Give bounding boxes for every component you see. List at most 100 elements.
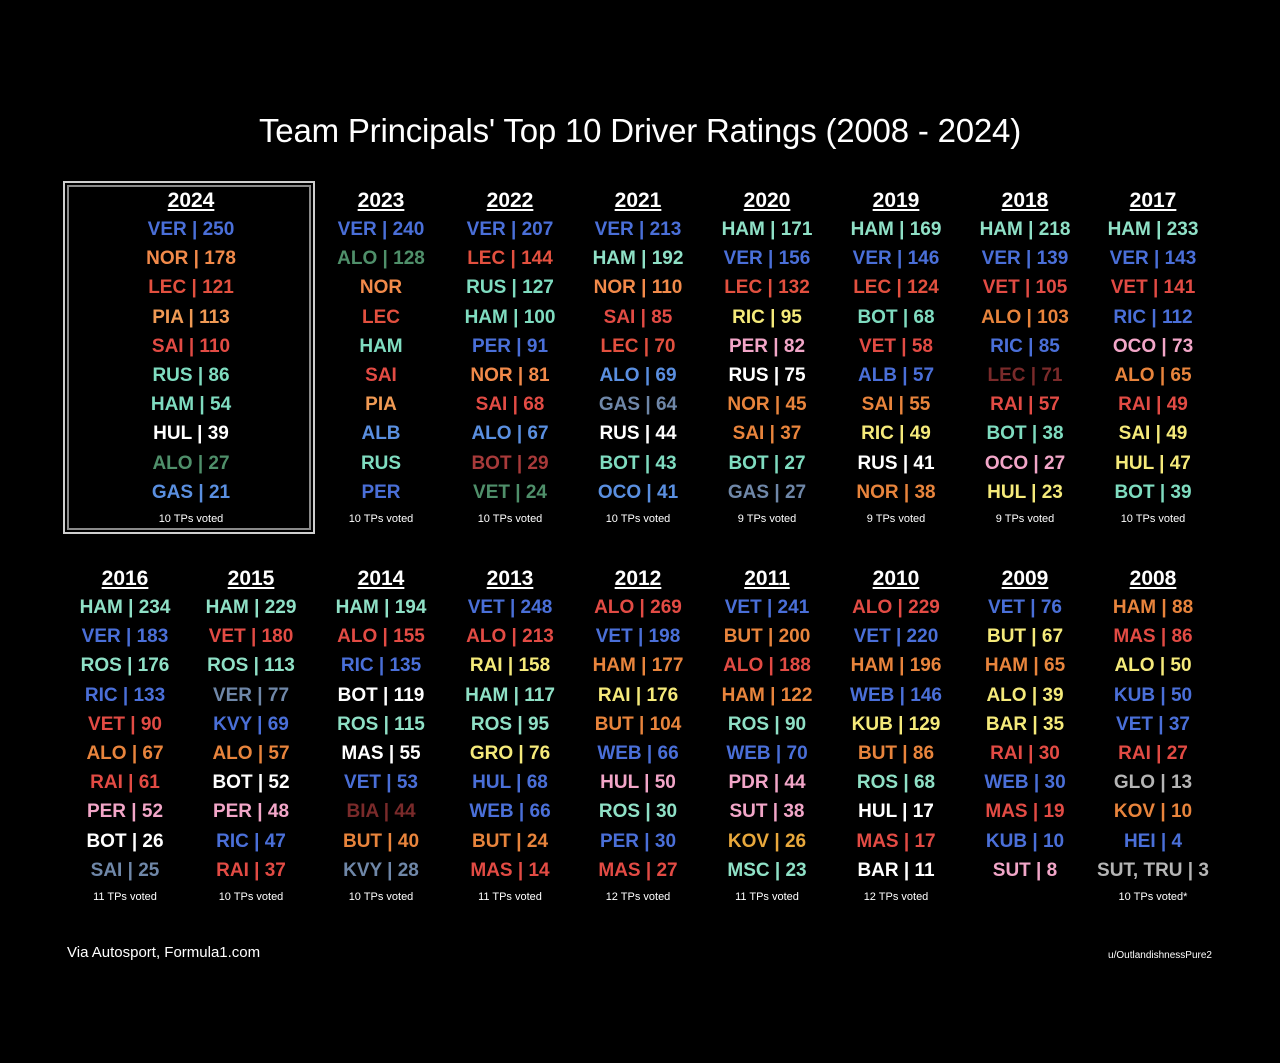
- tps-voted-note: 10 TPs voted: [605, 512, 671, 525]
- driver-rating: GAS | 64: [598, 394, 678, 416]
- driver-rating: SAI | 85: [603, 306, 673, 328]
- driver-rating: VER | 77: [212, 684, 290, 706]
- year-column-2012: 2012 ALO | 269 VET | 198 HAM | 177 RAI | 176…: [568, 564, 708, 909]
- driver-rating: BOT | 52: [212, 772, 290, 794]
- page-title: Team Principals' Top 10 Driver Ratings (…: [259, 112, 1021, 149]
- year-heading: 2020: [743, 189, 791, 212]
- driver-rating: MAS | 14: [470, 859, 550, 881]
- driver-rating: HAM | 54: [150, 394, 232, 416]
- driver-rating: VER | 183: [81, 626, 169, 648]
- driver-rating: SUT | 8: [992, 859, 1058, 881]
- year-column-2016: 2016 HAM | 234 VER | 183 ROS | 176 RIC | 133…: [55, 564, 195, 909]
- driver-rating: MSC | 23: [727, 859, 807, 881]
- driver-rating: VET | 198: [595, 626, 681, 648]
- author-credit: u/OutlandishnessPure2: [1108, 950, 1212, 961]
- driver-rating: HUL | 17: [858, 801, 934, 823]
- driver-rating: PER | 91: [471, 335, 549, 357]
- year-heading: 2012: [614, 567, 662, 590]
- tps-voted-note: 10 TPs voted: [218, 890, 284, 903]
- driver-rating: KUB | 129: [851, 713, 941, 735]
- driver-rating: OCO | 27: [984, 452, 1066, 474]
- tps-voted-note: 12 TPs voted: [863, 890, 929, 903]
- driver-rating: HAM | 177: [592, 655, 684, 677]
- driver-rating: KVY | 28: [343, 859, 419, 881]
- driver-rating: ALO | 155: [337, 626, 425, 648]
- driver-rating: MAS | 17: [856, 830, 936, 852]
- driver-rating: HAM | 171: [721, 219, 813, 240]
- driver-rating: ALB: [361, 423, 401, 445]
- driver-rating: RIC | 112: [1113, 306, 1193, 328]
- driver-rating: BOT | 27: [728, 452, 806, 474]
- driver-rating: BAR | 35: [985, 713, 1065, 735]
- driver-rating: VER | 240: [337, 219, 425, 240]
- driver-rating: KOV | 26: [727, 830, 807, 852]
- driver-rating: BOT | 26: [86, 830, 164, 852]
- driver-rating: LEC: [362, 306, 400, 328]
- driver-rating: ALO | 128: [337, 248, 425, 270]
- year-column-2015: 2015 HAM | 229 VET | 180 ROS | 113 VER | 77 K…: [181, 564, 321, 909]
- year-column-2023: 2023 VER | 240 ALO | 128 NOR LEC HAM SAI PIA ALB…: [311, 186, 451, 531]
- driver-rating: WEB | 70: [726, 742, 808, 764]
- year-column-2008: 2008 HAM | 88 MAS | 86 ALO | 50 KUB | 50 VET …: [1083, 564, 1223, 909]
- tps-voted-note: 10 TPs voted: [348, 512, 414, 525]
- driver-rating: ALO | 50: [1114, 655, 1192, 677]
- driver-rating: NOR | 38: [856, 481, 936, 503]
- driver-rating: WEB | 146: [850, 684, 942, 706]
- driver-rating: VER | 146: [852, 248, 940, 270]
- year-heading: 2010: [872, 567, 920, 590]
- driver-rating: ALO | 213: [466, 626, 554, 648]
- driver-rating: WEB | 30: [984, 772, 1066, 794]
- driver-rating: VET | 248: [467, 597, 553, 618]
- driver-rating: OCO | 73: [1112, 335, 1194, 357]
- year-heading: 2015: [227, 567, 275, 590]
- driver-rating: LEC | 70: [600, 335, 676, 357]
- driver-rating: NOR | 45: [727, 394, 807, 416]
- driver-rating: NOR: [359, 277, 403, 299]
- driver-rating: VET | 90: [88, 713, 162, 735]
- year-column-2014: 2014 HAM | 194 ALO | 155 RIC | 135 BOT | 119…: [311, 564, 451, 909]
- driver-rating: VER | 143: [1109, 248, 1197, 270]
- driver-rating: RIC | 95: [732, 306, 802, 328]
- tps-voted-note: 9 TPs voted: [866, 512, 926, 525]
- year-heading: 2019: [872, 189, 920, 212]
- driver-rating: VET | 37: [1116, 713, 1190, 735]
- driver-rating: SAI | 25: [90, 859, 160, 881]
- driver-rating: HAM | 100: [464, 306, 556, 328]
- driver-rating: KVY | 69: [213, 713, 289, 735]
- year-heading: 2022: [486, 189, 534, 212]
- driver-rating: VET | 241: [724, 597, 810, 618]
- driver-rating: HUL | 23: [987, 481, 1063, 503]
- driver-rating: BUT | 24: [471, 830, 549, 852]
- driver-rating: SAI: [365, 364, 397, 386]
- year-column-2021: 2021 VER | 213 HAM | 192 NOR | 110 SAI | 85 L…: [568, 186, 708, 531]
- tps-voted-note: 10 TPs voted: [158, 512, 224, 525]
- driver-rating: BOT | 38: [986, 423, 1064, 445]
- driver-rating: LEC | 124: [853, 277, 939, 299]
- tps-voted-note: 9 TPs voted: [995, 512, 1055, 525]
- year-heading: 2014: [357, 567, 405, 590]
- driver-rating: RAI | 61: [90, 772, 160, 794]
- driver-rating: VER | 207: [466, 219, 554, 240]
- driver-rating: HUL | 39: [153, 423, 229, 445]
- driver-rating: NOR | 81: [470, 364, 550, 386]
- driver-rating: KUB | 50: [1113, 684, 1193, 706]
- driver-rating: BAR | 11: [857, 859, 935, 881]
- driver-rating: PER | 82: [728, 335, 806, 357]
- tps-voted-note: 10 TPs voted: [477, 512, 543, 525]
- driver-rating: ROS | 113: [207, 655, 295, 677]
- tps-voted-note: 10 TPs voted: [1120, 512, 1186, 525]
- driver-rating: VET | 105: [982, 277, 1068, 299]
- driver-rating: PIA | 113: [152, 306, 230, 328]
- driver-rating: SAI | 49: [1118, 423, 1188, 445]
- driver-rating: SAI | 37: [732, 423, 802, 445]
- driver-rating: HAM | 194: [335, 597, 427, 618]
- driver-rating: PER | 52: [86, 801, 164, 823]
- tps-voted-note: 11 TPs voted: [93, 890, 157, 903]
- highlight-frame-2024: [63, 181, 315, 534]
- driver-rating: SUT, TRU | 3: [1097, 859, 1209, 881]
- driver-rating: RAI | 176: [597, 684, 679, 706]
- driver-rating: VER | 213: [594, 219, 682, 240]
- driver-rating: ROS | 68: [856, 772, 936, 794]
- year-column-2010: 2010 ALO | 229 VET | 220 HAM | 196 WEB | 146…: [826, 564, 966, 909]
- driver-rating: ALO | 39: [986, 684, 1064, 706]
